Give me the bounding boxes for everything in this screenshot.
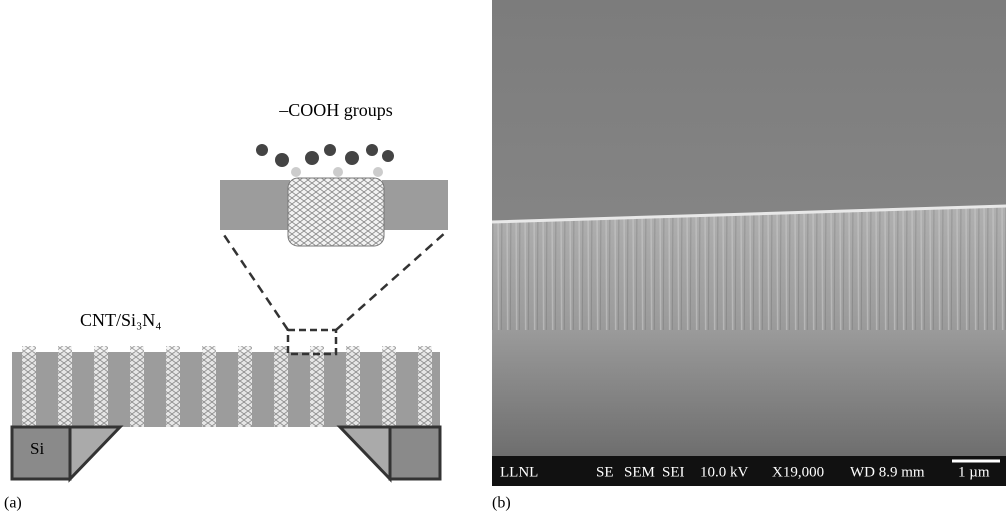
nanotube <box>22 346 36 427</box>
nanotube <box>346 346 360 427</box>
info-text: 10.0 kV <box>700 464 749 480</box>
info-text: SE <box>596 464 614 480</box>
nanotube <box>310 346 324 427</box>
support-label: Si <box>30 439 44 458</box>
info-text: 1 µm <box>958 464 990 480</box>
si-support <box>70 427 120 479</box>
si-support <box>340 427 390 479</box>
info-bar <box>492 456 1006 486</box>
membrane-label: CNT/Si₃N₄ <box>80 310 162 330</box>
inset-membrane <box>382 180 448 230</box>
nanotube <box>166 346 180 427</box>
info-text: SEI <box>662 464 685 480</box>
nanotube <box>58 346 72 427</box>
inset-label: –COOH groups <box>278 100 393 120</box>
zoom-line <box>336 232 446 330</box>
panel-label: (b) <box>492 495 511 512</box>
info-text: WD 8.9 mm <box>850 464 925 480</box>
cooh-groups <box>256 144 394 177</box>
info-text: SEM <box>624 464 655 480</box>
nanotube <box>418 346 432 427</box>
schematic <box>12 144 448 479</box>
zoom-line <box>222 232 288 330</box>
membrane <box>12 352 440 427</box>
info-text: X19,000 <box>772 464 824 480</box>
si-support <box>390 427 440 479</box>
inset-membrane <box>220 180 290 230</box>
sem-columns <box>492 206 1006 330</box>
sem-image <box>492 0 1006 486</box>
nanotube <box>274 346 288 427</box>
info-text: LLNL <box>500 464 538 480</box>
nanotube <box>382 346 396 427</box>
nanotube <box>238 346 252 427</box>
nanotube <box>94 346 108 427</box>
inset-nanotube <box>288 178 384 246</box>
nanotube <box>202 346 216 427</box>
panel-label: (a) <box>4 495 22 512</box>
nanotube <box>130 346 144 427</box>
figure: –COOH groups CNT/Si₃N₄ Si (a) LLNL SE SEM S… <box>0 0 1006 514</box>
